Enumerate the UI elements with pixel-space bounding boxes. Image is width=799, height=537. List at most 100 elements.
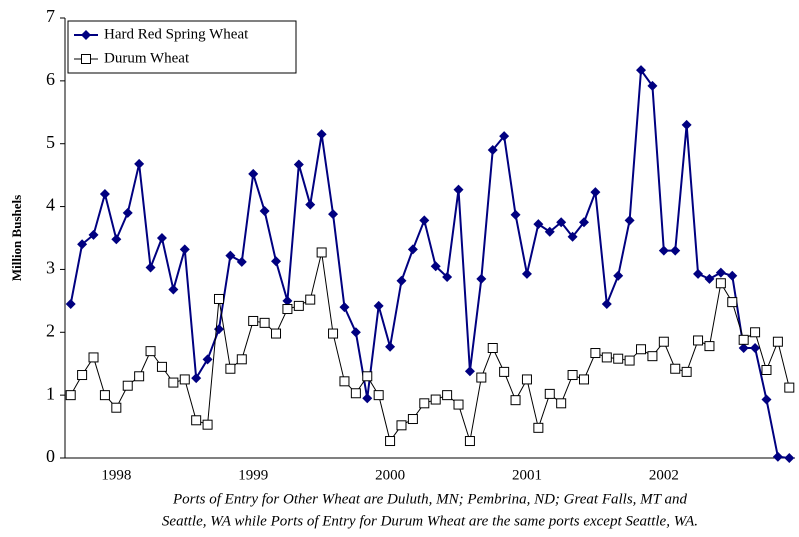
legend-label: Hard Red Spring Wheat (104, 26, 249, 42)
point (533, 219, 544, 230)
point (464, 436, 475, 447)
x-tick-label: 2001 (512, 467, 542, 483)
point (499, 131, 510, 142)
point (624, 215, 635, 226)
point (647, 351, 658, 362)
point (407, 244, 418, 255)
point (658, 336, 669, 347)
point (339, 302, 350, 313)
point (236, 256, 247, 267)
point (567, 370, 578, 381)
point (476, 273, 487, 284)
point (236, 354, 247, 365)
point (99, 390, 110, 401)
point (271, 328, 282, 339)
series-line (70, 252, 790, 443)
point (487, 343, 498, 353)
point (305, 294, 316, 305)
point (111, 402, 122, 413)
point (282, 304, 293, 315)
point (350, 327, 361, 338)
footnote: Ports of Entry for Other Wheat are Dulut… (172, 491, 687, 507)
y-tick-label: 0 (46, 446, 55, 466)
point (202, 354, 213, 365)
point (693, 268, 704, 279)
point (111, 234, 122, 245)
point (362, 393, 373, 404)
point (464, 366, 475, 377)
point (453, 399, 464, 410)
point (396, 420, 407, 431)
point (590, 348, 601, 359)
point (772, 451, 783, 462)
x-tick-label: 2002 (649, 467, 679, 483)
point (727, 270, 738, 281)
point (430, 394, 441, 405)
point (396, 275, 407, 286)
legend-box (67, 20, 297, 74)
point (544, 226, 555, 237)
point (179, 374, 190, 385)
point (122, 207, 133, 218)
point (168, 284, 179, 295)
point (761, 394, 772, 405)
point (772, 336, 783, 347)
point (191, 415, 202, 426)
point (81, 54, 91, 64)
point (624, 355, 635, 366)
point (784, 382, 795, 393)
point (293, 159, 304, 170)
point (693, 335, 704, 346)
point (191, 373, 202, 384)
series-line (69, 67, 790, 459)
point (442, 390, 453, 401)
point (122, 380, 133, 391)
point (636, 65, 647, 76)
x-tick-label: 1998 (101, 467, 131, 483)
point (179, 244, 190, 255)
point (134, 158, 145, 169)
point (156, 361, 167, 372)
point (761, 365, 772, 375)
point (213, 293, 224, 304)
point (99, 189, 110, 199)
point (168, 377, 179, 388)
y-tick-label: 7 (46, 6, 55, 26)
y-tick-label: 1 (46, 383, 55, 403)
point (430, 261, 441, 272)
point (225, 363, 236, 374)
point (750, 343, 761, 353)
point (738, 343, 749, 353)
point (476, 372, 487, 383)
point (88, 229, 99, 240)
point (88, 352, 99, 363)
point (65, 390, 76, 401)
point (715, 278, 726, 289)
point (328, 328, 339, 339)
point (601, 352, 612, 363)
point (556, 217, 567, 228)
point (578, 217, 589, 228)
point (134, 371, 145, 382)
point (362, 371, 373, 382)
point (784, 453, 795, 463)
point (77, 239, 88, 250)
point (442, 271, 453, 282)
point (293, 300, 304, 311)
point (613, 353, 624, 364)
point (601, 299, 612, 309)
point (225, 250, 236, 261)
point (510, 209, 521, 220)
point (339, 376, 350, 387)
point (350, 388, 361, 399)
point (328, 209, 339, 220)
point (727, 297, 738, 308)
point (556, 398, 567, 409)
point (738, 334, 749, 345)
point (521, 268, 532, 279)
point (681, 119, 692, 130)
point (499, 366, 510, 377)
point (385, 436, 396, 447)
point (521, 374, 532, 385)
point (81, 30, 91, 40)
